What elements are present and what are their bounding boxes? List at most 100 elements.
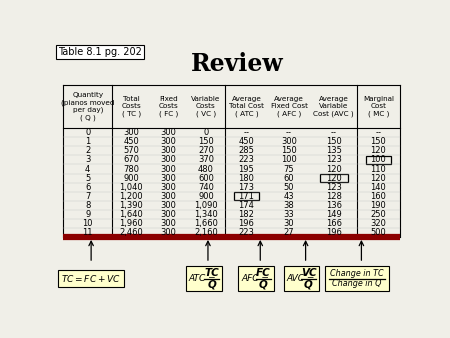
Text: 2,460: 2,460 [120, 228, 143, 237]
Text: 300: 300 [161, 137, 176, 146]
Text: 100: 100 [371, 155, 387, 165]
Text: 480: 480 [198, 165, 214, 173]
Text: 223: 223 [238, 228, 254, 237]
Text: Q: Q [304, 280, 313, 289]
Text: 300: 300 [161, 155, 176, 165]
Text: 190: 190 [371, 201, 387, 210]
Text: Review: Review [191, 52, 284, 76]
Text: 196: 196 [238, 219, 254, 228]
Text: Quantity
(pianos moved
per day)
( Q ): Quantity (pianos moved per day) ( Q ) [61, 92, 114, 121]
Text: Change in TC: Change in TC [330, 269, 384, 278]
Text: 450: 450 [238, 137, 254, 146]
Text: 128: 128 [326, 192, 342, 201]
Text: 300: 300 [161, 192, 176, 201]
Text: 300: 300 [123, 128, 140, 137]
Text: 1: 1 [85, 137, 90, 146]
Text: 300: 300 [161, 183, 176, 192]
Text: 123: 123 [326, 155, 342, 165]
Text: 1,090: 1,090 [194, 201, 218, 210]
Text: 171: 171 [238, 192, 254, 201]
Text: 2: 2 [85, 146, 90, 155]
Text: 123: 123 [326, 183, 342, 192]
Text: 43: 43 [284, 192, 294, 201]
Text: ATC =: ATC = [189, 274, 216, 283]
Text: 285: 285 [238, 146, 254, 155]
Text: 160: 160 [370, 192, 387, 201]
Text: 120: 120 [371, 174, 387, 183]
Text: Fixed
Costs
( FC ): Fixed Costs ( FC ) [159, 96, 179, 117]
Text: 120: 120 [326, 165, 342, 173]
Text: --: -- [286, 128, 292, 137]
Text: Average
Total Cost
( ATC ): Average Total Cost ( ATC ) [229, 96, 264, 117]
Text: Q: Q [207, 280, 216, 289]
Text: 450: 450 [123, 137, 139, 146]
Text: 300: 300 [161, 201, 176, 210]
Text: AVC =: AVC = [287, 274, 315, 283]
Text: Marginal
Cost
( MC ): Marginal Cost ( MC ) [363, 96, 394, 117]
Text: 110: 110 [371, 165, 387, 173]
Text: 140: 140 [371, 183, 387, 192]
Text: 900: 900 [198, 192, 214, 201]
Text: 6: 6 [85, 183, 90, 192]
Text: Average
Variable
Cost (AVC ): Average Variable Cost (AVC ) [314, 96, 354, 117]
Text: 1,340: 1,340 [194, 210, 218, 219]
Text: 166: 166 [326, 219, 342, 228]
Text: 1,390: 1,390 [120, 201, 143, 210]
Text: 30: 30 [284, 219, 294, 228]
Text: 1,200: 1,200 [120, 192, 143, 201]
Text: 120: 120 [326, 174, 342, 183]
Text: 300: 300 [161, 165, 176, 173]
Text: AFC =: AFC = [241, 274, 269, 283]
Text: Q: Q [259, 280, 268, 289]
Text: 780: 780 [123, 165, 140, 173]
Text: Variable
Costs
( VC ): Variable Costs ( VC ) [191, 96, 220, 117]
Text: TC: TC [204, 268, 219, 278]
Text: 370: 370 [198, 155, 214, 165]
Text: 570: 570 [123, 146, 140, 155]
Text: 300: 300 [161, 210, 176, 219]
Text: 50: 50 [284, 183, 294, 192]
Text: 75: 75 [284, 165, 294, 173]
Text: 8: 8 [85, 201, 90, 210]
Text: 1,660: 1,660 [194, 219, 218, 228]
Text: 740: 740 [198, 183, 214, 192]
Text: 223: 223 [238, 155, 254, 165]
Text: Average
Fixed Cost
( AFC ): Average Fixed Cost ( AFC ) [270, 96, 307, 117]
Text: Table 8.1 pg. 202: Table 8.1 pg. 202 [58, 47, 142, 57]
FancyBboxPatch shape [186, 266, 222, 291]
Text: Total
Costs
( TC ): Total Costs ( TC ) [122, 96, 141, 117]
Text: 300: 300 [281, 137, 297, 146]
Text: 60: 60 [284, 174, 294, 183]
Text: 174: 174 [238, 201, 254, 210]
Text: 150: 150 [198, 137, 214, 146]
Text: 300: 300 [161, 219, 176, 228]
Text: 1,640: 1,640 [120, 210, 143, 219]
Text: 1,040: 1,040 [120, 183, 143, 192]
Text: 300: 300 [161, 146, 176, 155]
Text: 135: 135 [326, 146, 342, 155]
Text: 0: 0 [85, 128, 90, 137]
Text: --: -- [243, 128, 249, 137]
Text: 27: 27 [284, 228, 294, 237]
Text: 195: 195 [238, 165, 254, 173]
Text: 0: 0 [203, 128, 208, 137]
Text: 120: 120 [371, 146, 387, 155]
Text: 320: 320 [370, 219, 387, 228]
Text: 196: 196 [326, 228, 342, 237]
FancyBboxPatch shape [284, 266, 319, 291]
Text: 5: 5 [85, 174, 90, 183]
Text: 300: 300 [161, 174, 176, 183]
Text: 7: 7 [85, 192, 90, 201]
Text: 600: 600 [198, 174, 214, 183]
Text: 180: 180 [238, 174, 254, 183]
FancyBboxPatch shape [238, 266, 274, 291]
Text: 150: 150 [326, 137, 342, 146]
Text: 4: 4 [85, 165, 90, 173]
Text: 38: 38 [284, 201, 294, 210]
Text: 300: 300 [161, 128, 176, 137]
Text: 900: 900 [123, 174, 139, 183]
Text: $TC = FC + VC$: $TC = FC + VC$ [61, 273, 121, 284]
Text: 300: 300 [161, 228, 176, 237]
Text: 1,960: 1,960 [120, 219, 143, 228]
Text: Change in Q: Change in Q [333, 280, 382, 288]
